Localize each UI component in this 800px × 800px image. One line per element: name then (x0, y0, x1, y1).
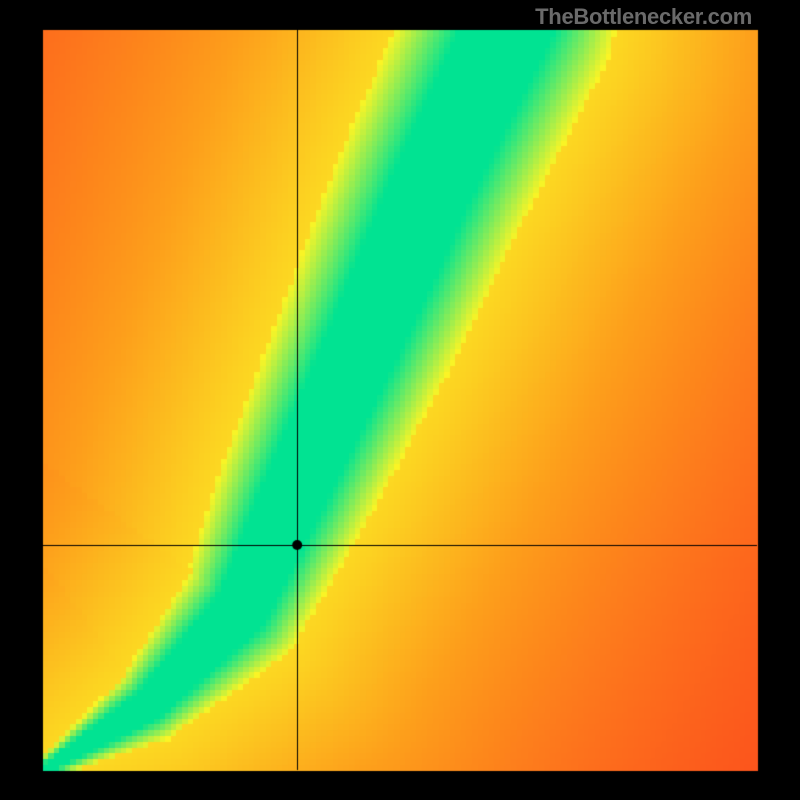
watermark-label: TheBottlenecker.com (535, 4, 752, 30)
chart-container: TheBottlenecker.com (0, 0, 800, 800)
heatmap-canvas (0, 0, 800, 800)
